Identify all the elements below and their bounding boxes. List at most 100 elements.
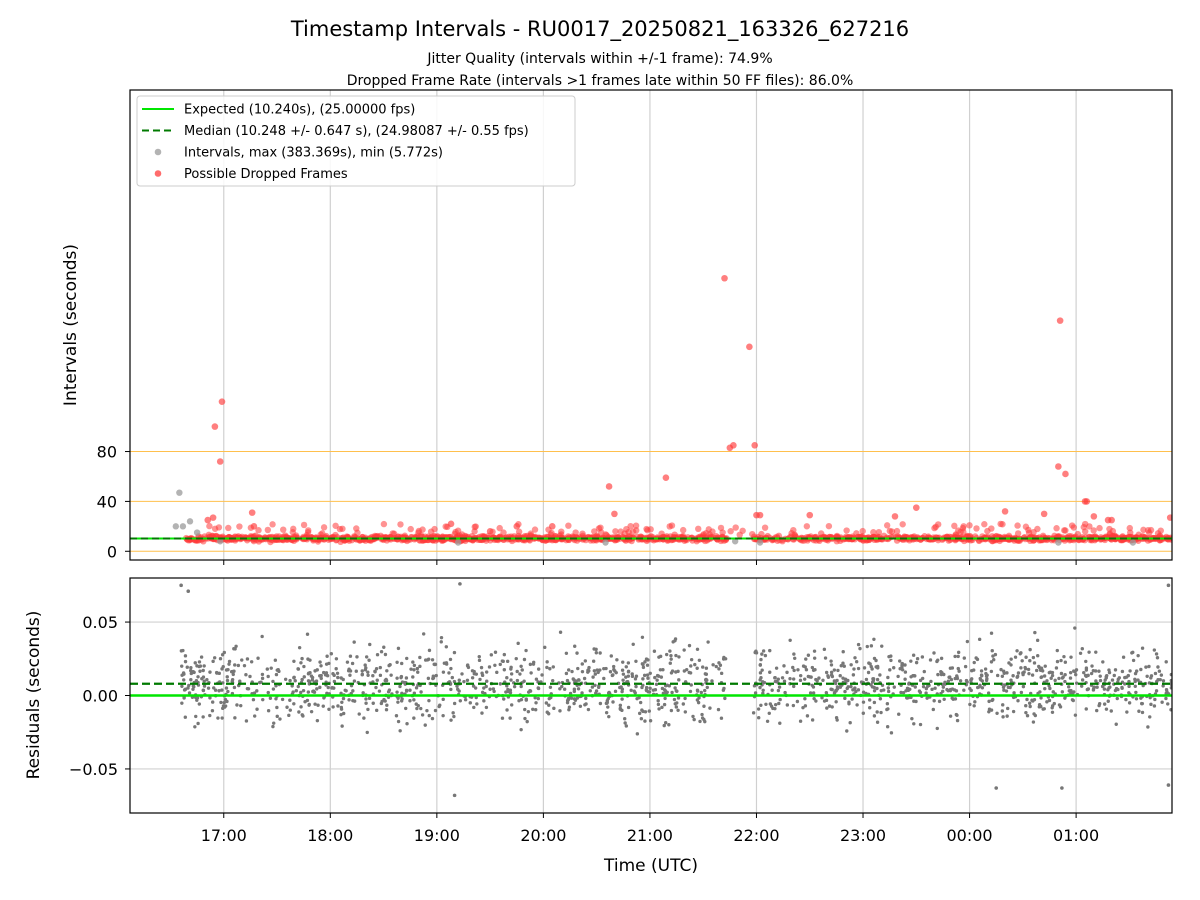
interval-point [695, 525, 702, 533]
residual-point [306, 657, 310, 661]
residual-point [1086, 673, 1090, 678]
interval-point [332, 522, 339, 529]
residual-point [313, 702, 317, 706]
residual-point [878, 697, 883, 701]
residual-point [946, 688, 950, 693]
residual-point [582, 676, 587, 681]
residual-point [360, 673, 364, 677]
residual-point [1133, 684, 1137, 688]
interval-point [1140, 526, 1147, 534]
residual-point [759, 676, 763, 680]
residual-point [299, 690, 303, 695]
interval-point [1157, 527, 1164, 534]
residual-point [280, 697, 285, 702]
dropped-frame-point [1055, 463, 1062, 470]
residual-point [653, 687, 658, 692]
residual-point [249, 660, 254, 664]
residual-point-outlier [458, 582, 462, 586]
residual-point [1149, 702, 1153, 707]
residual-point [683, 710, 688, 714]
residual-point [1068, 676, 1073, 680]
residual-point [634, 659, 638, 663]
interval-point [984, 527, 991, 535]
residual-point [979, 669, 984, 673]
residual-point [306, 679, 311, 683]
residual-point [1140, 646, 1145, 650]
interval-point [973, 525, 980, 532]
residual-point [1039, 704, 1043, 709]
interval-point [700, 531, 707, 538]
residual-point [832, 679, 837, 683]
residual-point [1148, 695, 1152, 700]
residual-point [374, 685, 378, 690]
residual-point [892, 666, 896, 670]
residual-point [399, 675, 403, 680]
residual-point [216, 716, 220, 720]
residual-point [273, 658, 278, 662]
interval-point [500, 529, 507, 536]
residual-point [842, 664, 846, 668]
residual-point [583, 659, 588, 663]
residual-point [1015, 675, 1019, 679]
residual-point [591, 659, 596, 663]
residual-point [567, 705, 572, 709]
residual-point [468, 701, 472, 705]
residual-point [792, 652, 796, 656]
residual-point [341, 677, 345, 682]
residual-point [433, 662, 437, 667]
residual-point [703, 688, 707, 693]
residual-point [1152, 648, 1157, 652]
interval-point [633, 527, 640, 534]
residual-point [648, 671, 652, 675]
residual-point [387, 688, 392, 692]
residual-point [210, 709, 215, 713]
residual-point [438, 703, 442, 707]
interval-point [442, 523, 449, 530]
residual-point [415, 666, 420, 671]
residual-point [232, 685, 237, 690]
residual-point [477, 658, 482, 663]
residual-point [205, 678, 209, 682]
residual-point [1148, 715, 1152, 719]
residual-point [531, 662, 536, 666]
residual-point [182, 696, 186, 700]
residual-point [223, 697, 228, 702]
residual-point [472, 705, 476, 710]
residual-point [955, 674, 959, 678]
residual-point [400, 697, 404, 701]
residual-point [1001, 715, 1005, 719]
residual-point [872, 714, 877, 718]
residual-point [640, 662, 645, 666]
residual-point [283, 677, 288, 681]
residual-point [251, 697, 256, 702]
residual-point [180, 664, 184, 668]
residual-point [692, 717, 696, 722]
residual-point [375, 678, 379, 682]
x-tick-label: 19:00 [414, 826, 460, 845]
residual-point [939, 671, 944, 676]
residual-point [1164, 696, 1168, 701]
residual-point [992, 658, 996, 662]
residual-point [804, 657, 808, 661]
residual-point [835, 685, 840, 689]
residual-point [1037, 666, 1042, 670]
residual-point [869, 644, 874, 648]
residual-point [509, 678, 513, 682]
x-tick-label: 20:00 [520, 826, 566, 845]
residual-point [634, 684, 638, 689]
residual-point [430, 716, 435, 721]
residual-point [498, 682, 503, 686]
residual-point [670, 690, 674, 695]
residual-point [716, 707, 721, 712]
residual-point [875, 664, 880, 669]
residual-point [832, 668, 837, 672]
residual-point [1059, 671, 1064, 676]
interval-point [565, 522, 572, 529]
residual-point [470, 669, 475, 673]
residual-point [669, 657, 673, 661]
residual-point [999, 667, 1003, 672]
dropped-frame-point [248, 509, 256, 516]
residual-point [536, 696, 541, 701]
interval-point [951, 522, 958, 530]
residual-point [841, 676, 845, 680]
